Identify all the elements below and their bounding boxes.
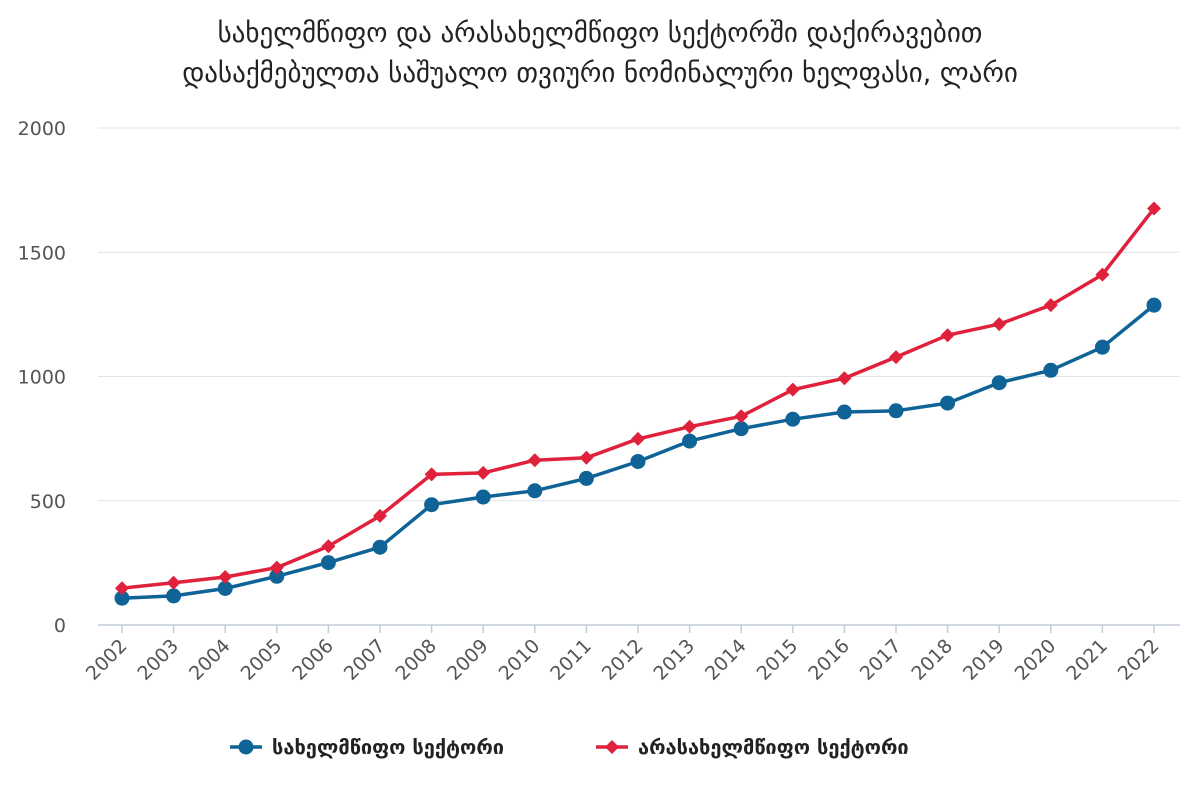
data-point[interactable] [476, 465, 491, 480]
series-line-1 [121, 207, 1156, 590]
x-tick-label: 2002 [82, 635, 132, 685]
y-tick-label: 1500 [18, 242, 66, 264]
x-tick-label: 2010 [495, 635, 545, 685]
x-tick-label: 2008 [391, 635, 441, 685]
data-point[interactable] [631, 431, 645, 446]
data-point[interactable] [940, 328, 955, 343]
data-point[interactable] [682, 419, 697, 434]
data-point[interactable] [1043, 362, 1059, 378]
data-point[interactable] [115, 581, 129, 596]
data-point[interactable] [217, 580, 233, 596]
x-tick-label: 2005 [237, 635, 287, 685]
legend-marker [238, 739, 254, 755]
data-point[interactable] [889, 350, 903, 365]
data-point[interactable] [785, 411, 801, 427]
legend-label: სახელმწიფო სექტორი [272, 735, 504, 759]
data-point[interactable] [424, 497, 440, 513]
data-point[interactable] [372, 539, 388, 555]
x-tick-label: 2021 [1062, 635, 1112, 685]
data-point[interactable] [321, 539, 336, 554]
data-point[interactable] [320, 555, 336, 571]
x-tick-label: 2020 [1011, 635, 1061, 685]
data-point[interactable] [992, 317, 1007, 332]
legend-item-1[interactable]: არასახელმწიფო სექტორი [596, 735, 909, 759]
data-point[interactable] [1095, 267, 1110, 282]
data-point[interactable] [269, 560, 284, 575]
data-point[interactable] [630, 453, 646, 469]
data-point[interactable] [837, 371, 852, 386]
series-0 [114, 297, 1162, 606]
data-point[interactable] [682, 433, 698, 449]
data-point[interactable] [785, 382, 800, 397]
data-point[interactable] [991, 375, 1007, 391]
data-point[interactable] [734, 409, 749, 424]
data-point[interactable] [218, 570, 233, 585]
x-tick-label: 2019 [959, 635, 1009, 685]
data-point[interactable] [578, 470, 594, 486]
x-axis-tick-labels: 2002 2003 2004 2005 2006 2007 2008 2009 2010 2011… [82, 625, 1164, 685]
y-tick-label: 500 [30, 491, 66, 513]
chart-title-line-2: დასაქმებულთა საშუალო თვიური ნომინალური ხ… [182, 58, 1018, 89]
x-tick-label: 2014 [701, 635, 751, 685]
series-layer [114, 201, 1162, 606]
legend-item-0[interactable]: სახელმწიფო სექტორი [230, 735, 504, 759]
data-point[interactable] [836, 404, 852, 420]
y-tick-label: 1000 [18, 367, 66, 389]
y-tick-label: 2000 [18, 118, 66, 140]
data-point[interactable] [733, 421, 749, 437]
chart-title-line-1: სახელმწიფო და არასახელმწიფო სექტორში დაქ… [218, 18, 983, 49]
data-point[interactable] [114, 590, 130, 606]
data-point[interactable] [166, 575, 181, 590]
data-point[interactable] [166, 588, 182, 604]
legend-label: არასახელმწიფო სექტორი [638, 735, 909, 759]
data-point[interactable] [475, 489, 491, 505]
x-tick-label: 2009 [443, 635, 493, 685]
data-point[interactable] [527, 453, 542, 468]
data-point[interactable] [424, 467, 439, 482]
data-point[interactable] [1094, 339, 1110, 355]
data-point[interactable] [940, 395, 956, 411]
data-point[interactable] [373, 508, 387, 523]
x-tick-label: 2007 [340, 635, 390, 685]
x-tick-label: 2006 [288, 635, 338, 685]
x-tick-label: 2012 [598, 635, 648, 685]
series-1 [115, 201, 1161, 596]
series-line-0 [121, 303, 1156, 600]
x-tick-label: 2022 [1114, 635, 1164, 685]
data-point[interactable] [888, 403, 904, 419]
legend-marker [605, 740, 619, 754]
x-tick-label: 2011 [546, 635, 596, 685]
data-point[interactable] [269, 568, 285, 584]
x-tick-label: 2017 [856, 635, 906, 685]
legend: სახელმწიფო სექტორი არასახელმწიფო სექტორი [230, 735, 909, 759]
x-tick-label: 2018 [907, 635, 957, 685]
x-tick-label: 2003 [133, 635, 183, 685]
y-axis-tick-labels: 0 500 1000 1500 2000 [18, 118, 66, 637]
data-point[interactable] [527, 483, 543, 499]
data-point[interactable] [1147, 201, 1161, 216]
x-tick-label: 2015 [753, 635, 803, 685]
x-tick-label: 2004 [185, 635, 235, 685]
data-point[interactable] [579, 450, 594, 465]
data-point[interactable] [1043, 298, 1058, 313]
x-tick-label: 2013 [649, 635, 699, 685]
x-tick-label: 2016 [804, 635, 854, 685]
data-point[interactable] [1146, 297, 1162, 313]
y-tick-label: 0 [54, 615, 66, 637]
